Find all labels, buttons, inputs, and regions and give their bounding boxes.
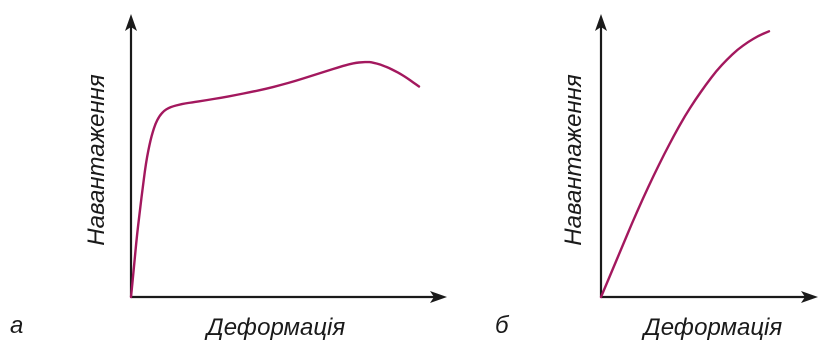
x-axis-arrow-b bbox=[801, 291, 818, 303]
x-axis-label-b: Деформація bbox=[641, 314, 783, 340]
panel-label-b: б bbox=[495, 312, 510, 339]
chart-panel-b: б Деформація Навантаження bbox=[495, 14, 818, 340]
curve-a-series-0 bbox=[129, 60, 421, 299]
x-axis-label-a: Деформація bbox=[204, 314, 346, 340]
chart-panel-a: а Деформація Навантаження bbox=[10, 14, 447, 340]
y-axis-arrow-a bbox=[125, 14, 137, 31]
x-axis-arrow-a bbox=[430, 291, 447, 303]
panel-label-a: а bbox=[10, 312, 23, 339]
y-axis-arrow-b bbox=[595, 14, 607, 31]
y-axis-label-a: Навантаження bbox=[83, 74, 110, 246]
curve-b-series-0 bbox=[599, 30, 771, 299]
y-axis-label-b: Навантаження bbox=[560, 74, 587, 246]
